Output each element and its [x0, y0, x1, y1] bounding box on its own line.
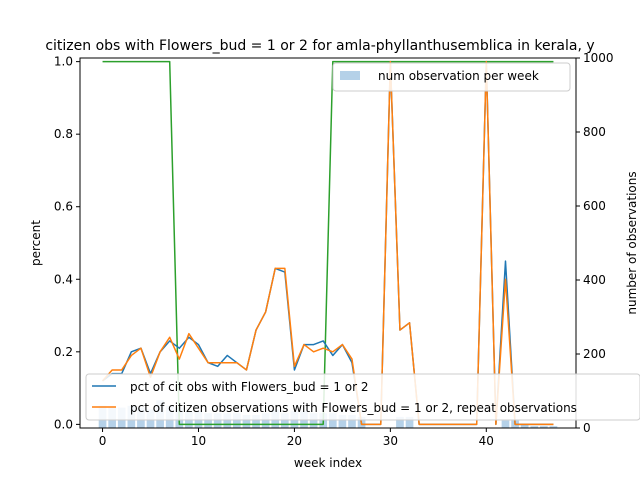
series-line-green: [102, 60, 554, 426]
y-tick-label: 0.4: [54, 272, 73, 286]
x-tick-label: 30: [383, 434, 398, 448]
legend-upper: num observation per week: [332, 62, 571, 92]
bar-week-15: [242, 415, 251, 428]
lines-layer: [101, 60, 554, 426]
x-axis-ticks: 0 10 20 30 40: [99, 428, 494, 448]
bar-week-19: [280, 413, 289, 428]
legend-lower-frame: [85, 373, 640, 421]
bar-week-32: [405, 416, 414, 428]
x-tick-label: 20: [287, 434, 302, 448]
bar-week-11: [204, 413, 212, 428]
y-tick-label: 0.8: [54, 127, 73, 141]
bar-week-12: [213, 413, 222, 428]
y2-tick-label: 200: [583, 347, 606, 361]
plot-frame: [79, 57, 577, 429]
y2-tick-label: 600: [583, 199, 606, 213]
bar-week-17: [261, 413, 270, 428]
y-tick-label: 0.6: [54, 200, 73, 214]
bar-week-45: [530, 426, 539, 428]
legend-bar-label: num observation per week: [378, 69, 539, 83]
y2-tick-label: 400: [583, 273, 606, 287]
bar-week-16: [252, 415, 260, 428]
y-axis-ticks: 0.0 0.2 0.4 0.6 0.8 1.0: [54, 55, 80, 431]
y-tick-label: 0.2: [54, 345, 73, 359]
chart-title: citizen obs with Flowers_bud = 1 or 2 fo…: [45, 38, 594, 54]
bar-week-22: [309, 413, 318, 428]
bar-week-42: [501, 420, 510, 428]
bar-week-47: [549, 426, 558, 428]
y-tick-label: 0.0: [54, 417, 73, 431]
y2-axis-ticks: 0 200 400 600 800 1000: [576, 51, 614, 435]
legend-bar-swatch: [340, 71, 360, 80]
legend-orange-label: pct of citizen observations with Flowers…: [130, 401, 577, 415]
bar-week-25: [338, 415, 347, 428]
legend-blue-label: pct of cit obs with Flowers_bud = 1 or 2: [130, 380, 369, 394]
bar-week-46: [540, 426, 548, 428]
y2-tick-label: 0: [583, 421, 591, 435]
bar-week-14: [233, 413, 241, 428]
bar-week-44: [520, 424, 529, 428]
x-tick-label: 40: [479, 434, 494, 448]
y-tick-label: 1.0: [54, 55, 73, 69]
series-line-pct-repeat-obs: [101, 60, 554, 426]
bar-week-26: [348, 415, 356, 428]
x-tick-label: 10: [191, 434, 206, 448]
x-tick-label: 0: [99, 434, 107, 448]
y-axis-label: percent: [29, 220, 43, 266]
legend-upper-frame: [332, 62, 571, 92]
bar-week-13: [223, 413, 232, 428]
bar-week-31: [396, 416, 404, 428]
legend-lower: pct of cit obs with Flowers_bud = 1 or 2…: [85, 373, 640, 421]
y2-tick-label: 800: [583, 125, 606, 139]
x-axis-label: week index: [294, 456, 362, 470]
y2-axis-label: number of observations: [625, 171, 639, 314]
bar-week-24: [328, 413, 337, 428]
y2-tick-label: 1000: [583, 51, 614, 65]
